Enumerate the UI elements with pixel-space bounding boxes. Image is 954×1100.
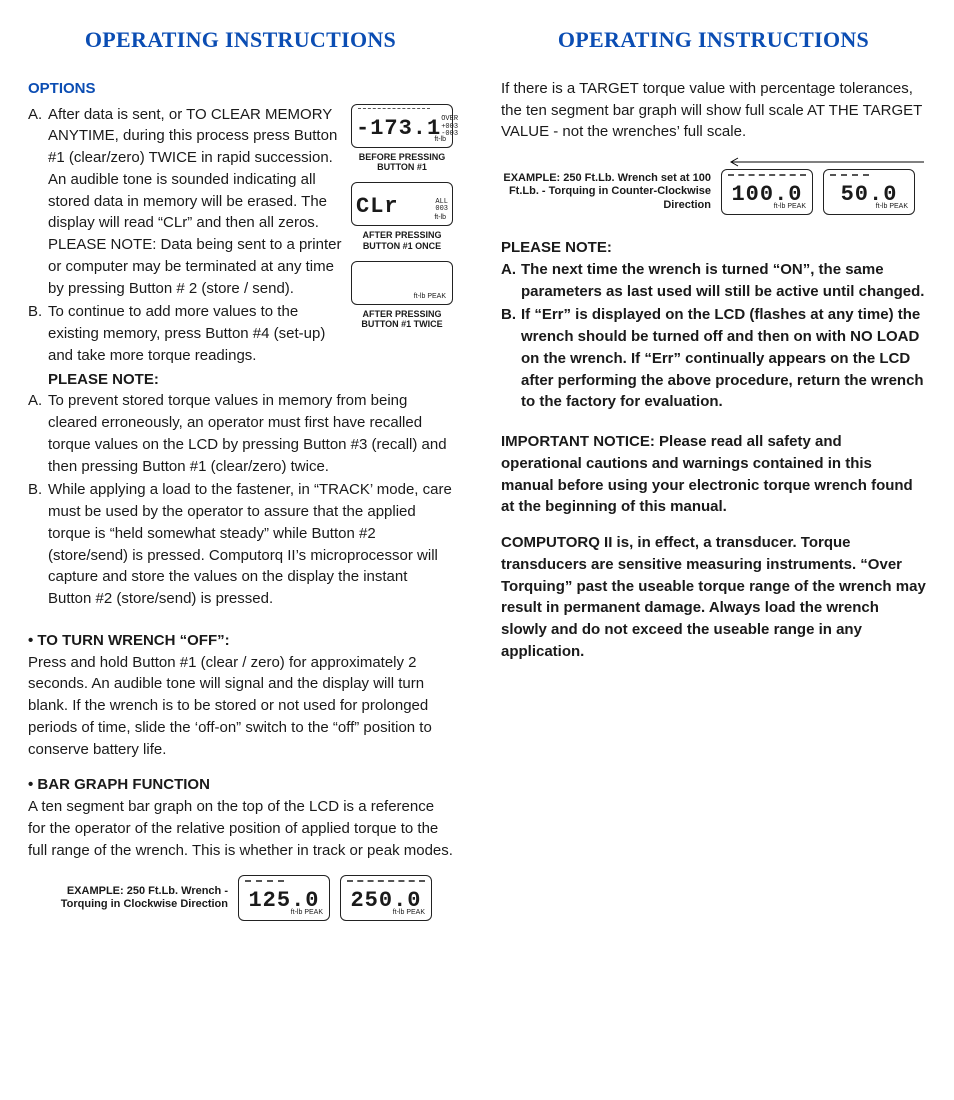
lcd-unit: ft-lb PEAK (774, 202, 806, 212)
example1-label: EXAMPLE: 250 Ft.Lb. Wrench - Torquing in… (28, 885, 228, 913)
options-block: -173.1 OVER +003 -003 ft-lb BEFORE PRESS… (28, 104, 453, 612)
page-root: OPERATING INSTRUCTIONS OPTIONS -173.1 OV… (28, 24, 926, 921)
bargraph-icon (245, 880, 284, 882)
options-item-a: A. After data is sent, or TO CLEAR MEMOR… (28, 104, 343, 300)
example2-block: EXAMPLE: 250 Ft.Lb. Wrench set at 100 Ft… (501, 157, 926, 215)
note-item-a: A. To prevent stored torque values in me… (28, 390, 453, 477)
turn-off-label: • TO TURN WRENCH “OFF”: (28, 630, 453, 652)
options-heading: OPTIONS (28, 78, 453, 100)
right-column: OPERATING INSTRUCTIONS If there is a TAR… (501, 24, 926, 921)
example2-label: EXAMPLE: 250 Ft.Lb. Wrench set at 100 Ft… (501, 172, 711, 213)
bargraph-icon (347, 880, 425, 882)
list-text: If “Err” is displayed on the LCD (flashe… (521, 304, 926, 413)
right-note-a: A. The next time the wrench is turned “O… (501, 259, 926, 303)
lcd-side: ALL 003 (426, 195, 448, 214)
note-item-b: B. While applying a load to the fastener… (28, 479, 453, 610)
bargraph-icon (358, 108, 430, 111)
left-column: OPERATING INSTRUCTIONS OPTIONS -173.1 OV… (28, 24, 453, 921)
bargraph-block: • BAR GRAPH FUNCTION A ten segment bar g… (28, 774, 453, 861)
lcd-main-value: CLr (356, 190, 426, 218)
list-letter: A. (28, 104, 48, 300)
bargraph-label: • BAR GRAPH FUNCTION (28, 774, 453, 796)
right-title: OPERATING INSTRUCTIONS (501, 24, 926, 56)
lcd-before: -173.1 OVER +003 -003 ft-lb (351, 104, 453, 148)
example2-row: EXAMPLE: 250 Ft.Lb. Wrench set at 100 Ft… (501, 169, 926, 215)
arrow-ccw (501, 157, 926, 167)
example1-row: EXAMPLE: 250 Ft.Lb. Wrench - Torquing in… (28, 875, 453, 921)
list-text: After data is sent, or TO CLEAR MEMORY A… (48, 104, 343, 300)
bargraph-icon (728, 174, 806, 176)
lcd-unit: ft-lb (434, 213, 446, 223)
list-text: To continue to add more values to the ex… (48, 301, 343, 366)
important-notice: IMPORTANT NOTICE: Please read all safety… (501, 431, 926, 518)
list-letter: A. (28, 390, 48, 477)
list-letter: B. (501, 304, 521, 413)
lcd-stack: -173.1 OVER +003 -003 ft-lb BEFORE PRESS… (351, 104, 453, 340)
lcd-caption-3: AFTER PRESSING BUTTON #1 TWICE (351, 309, 453, 330)
right-intro: If there is a TARGET torque value with p… (501, 78, 926, 143)
lcd-unit: ft-lb PEAK (876, 202, 908, 212)
left-title: OPERATING INSTRUCTIONS (28, 24, 453, 56)
computorq-note: COMPUTORQ II is, in effect, a transducer… (501, 532, 926, 663)
bargraph-text: A ten segment bar graph on the top of th… (28, 796, 453, 861)
example1-lcd-2: 250.0 ft-lb PEAK (340, 875, 432, 921)
item-a-text: After data is sent, or TO CLEAR MEMORY A… (48, 106, 337, 232)
turn-off-block: • TO TURN WRENCH “OFF”: Press and hold B… (28, 630, 453, 761)
please-note-heading-left: PLEASE NOTE: (28, 369, 453, 391)
lcd-caption-2: AFTER PRESSING BUTTON #1 ONCE (351, 230, 453, 251)
right-note-b: B. If “Err” is displayed on the LCD (fla… (501, 304, 926, 413)
lcd-unit: ft-lb PEAK (291, 908, 323, 918)
list-letter: B. (28, 479, 48, 610)
list-letter: A. (501, 259, 521, 303)
item-a-note: PLEASE NOTE: Data being sent to a printe… (48, 236, 341, 297)
turn-off-text: Press and hold Button #1 (clear / zero) … (28, 652, 453, 761)
list-letter: B. (28, 301, 48, 366)
lcd-main-value: -173.1 (356, 112, 441, 140)
lcd-caption-1: BEFORE PRESSING BUTTON #1 (351, 152, 453, 173)
bargraph-icon (830, 174, 869, 176)
lcd-unit: ft-lb PEAK (414, 292, 446, 302)
please-note-heading-right: PLEASE NOTE: (501, 237, 926, 259)
list-text: While applying a load to the fastener, i… (48, 479, 453, 610)
lcd-unit: ft-lb PEAK (393, 908, 425, 918)
lcd-after-once: CLr ALL 003 ft-lb (351, 182, 453, 226)
example2-lcd-1: 100.0 ft-lb PEAK (721, 169, 813, 215)
options-item-b: B. To continue to add more values to the… (28, 301, 343, 366)
list-text: The next time the wrench is turned “ON”,… (521, 259, 926, 303)
lcd-after-twice: ft-lb PEAK (351, 261, 453, 305)
example1-lcd-1: 125.0 ft-lb PEAK (238, 875, 330, 921)
arrow-left-icon (726, 157, 926, 167)
example2-lcd-2: 50.0 ft-lb PEAK (823, 169, 915, 215)
lcd-unit: ft-lb (434, 135, 446, 145)
list-text: To prevent stored torque values in memor… (48, 390, 453, 477)
